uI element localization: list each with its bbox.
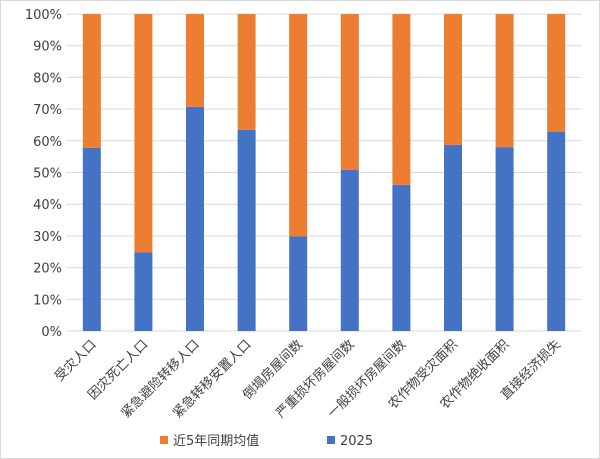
- bar-segment-avg: [547, 14, 566, 132]
- bar-segment-avg: [340, 14, 359, 170]
- legend-label-2025: 2025: [340, 434, 373, 449]
- bar-segment-2025: [186, 106, 204, 331]
- y-tick-label: 10%: [33, 293, 62, 308]
- y-tick-label: 20%: [33, 262, 62, 277]
- bar-segment-2025: [289, 236, 308, 331]
- legend-label-avg: 近5年同期均值: [173, 433, 259, 449]
- bar-segment-2025: [495, 147, 514, 331]
- y-tick-label: 30%: [33, 230, 62, 245]
- bar-segment-2025: [392, 184, 411, 331]
- bar-segment-avg: [392, 14, 411, 185]
- legend-swatch-avg: [160, 436, 168, 444]
- y-tick-label: 40%: [33, 198, 62, 213]
- bar-segment-avg: [82, 14, 101, 148]
- bar-segment-avg: [134, 14, 153, 253]
- y-tick-label: 60%: [33, 135, 62, 150]
- bar-segment-avg: [495, 14, 514, 148]
- y-tick-label: 80%: [33, 71, 62, 86]
- y-tick-label: 100%: [25, 8, 62, 23]
- legend-swatch-2025: [327, 436, 335, 444]
- bar-segment-avg: [186, 14, 204, 107]
- bar-segment-2025: [82, 147, 101, 331]
- y-tick-label: 50%: [33, 167, 62, 182]
- legend: 近5年同期均值 2025: [160, 433, 373, 449]
- bar-segment-2025: [444, 144, 462, 331]
- x-tick-label: 受灾人口: [52, 337, 100, 385]
- bar-segment-avg: [289, 14, 308, 237]
- bar-segment-2025: [237, 129, 256, 331]
- bar-segment-avg: [237, 14, 256, 130]
- y-tick-label: 70%: [33, 103, 62, 118]
- bar-segment-2025: [340, 169, 359, 331]
- y-tick-label: 90%: [33, 40, 62, 55]
- y-tick-label: 0%: [41, 325, 62, 340]
- bar-segment-2025: [134, 252, 153, 331]
- bar-segment-avg: [444, 14, 462, 145]
- bar-segment-2025: [547, 131, 566, 331]
